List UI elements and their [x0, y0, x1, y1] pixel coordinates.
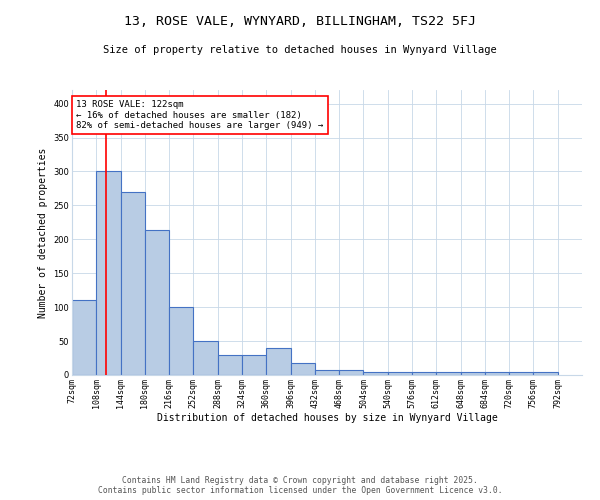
X-axis label: Distribution of detached houses by size in Wynyard Village: Distribution of detached houses by size … [157, 414, 497, 424]
Bar [169, 307, 193, 375]
Text: Contains HM Land Registry data © Crown copyright and database right 2025.
Contai: Contains HM Land Registry data © Crown c… [98, 476, 502, 495]
Y-axis label: Number of detached properties: Number of detached properties [38, 148, 48, 318]
Bar [315, 370, 339, 375]
Bar [388, 372, 412, 375]
Bar [412, 372, 436, 375]
Bar [364, 372, 388, 375]
Bar [509, 372, 533, 375]
Bar [218, 354, 242, 375]
Bar [485, 372, 509, 375]
Text: 13, ROSE VALE, WYNYARD, BILLINGHAM, TS22 5FJ: 13, ROSE VALE, WYNYARD, BILLINGHAM, TS22… [124, 15, 476, 28]
Bar [121, 192, 145, 375]
Bar [436, 372, 461, 375]
Text: Size of property relative to detached houses in Wynyard Village: Size of property relative to detached ho… [103, 45, 497, 55]
Bar [242, 354, 266, 375]
Bar [339, 370, 364, 375]
Bar [145, 230, 169, 375]
Bar [533, 372, 558, 375]
Bar [193, 341, 218, 375]
Bar [266, 348, 290, 375]
Text: 13 ROSE VALE: 122sqm
← 16% of detached houses are smaller (182)
82% of semi-deta: 13 ROSE VALE: 122sqm ← 16% of detached h… [76, 100, 323, 130]
Bar [72, 300, 96, 375]
Bar [96, 172, 121, 375]
Bar [290, 364, 315, 375]
Bar [461, 372, 485, 375]
